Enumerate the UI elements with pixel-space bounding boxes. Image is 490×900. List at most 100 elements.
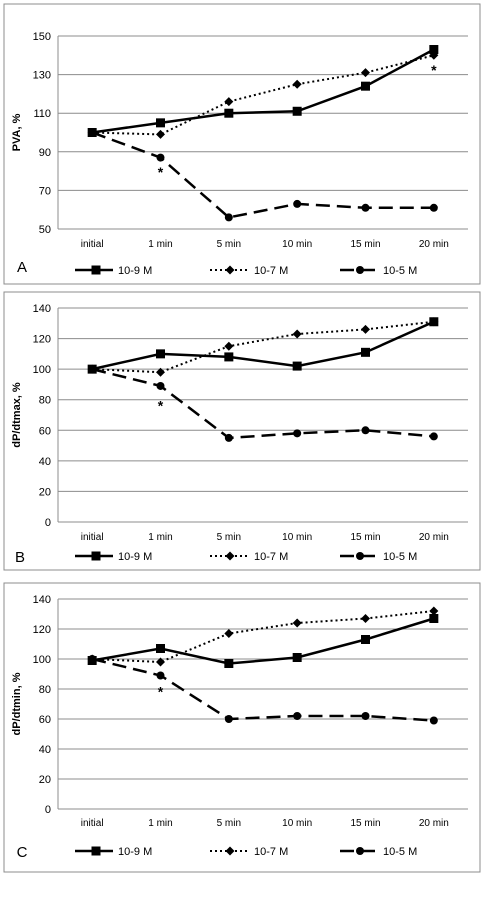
legend-marker — [225, 846, 235, 856]
x-tick-label: initial — [81, 239, 104, 250]
series-line — [91, 131, 434, 219]
data-point — [292, 361, 302, 371]
x-tick-label: 20 min — [419, 818, 449, 829]
legend-marker — [91, 846, 101, 856]
legend-marker — [225, 265, 235, 275]
legend-label: 10-9 M — [118, 846, 152, 858]
series-line — [91, 657, 434, 722]
chart-panel-A: 50 70 90 110 130 150 PVA, % initial 1 min 5 min 10… — [3, 3, 481, 285]
data-point — [224, 108, 234, 118]
data-point — [88, 365, 97, 374]
x-tick-label: 15 min — [350, 532, 380, 543]
data-point — [224, 213, 233, 222]
y-tick-label: 20 — [39, 486, 51, 498]
panel-label: C — [17, 844, 28, 861]
data-point — [224, 659, 234, 668]
chart-panel-B: 0 20 40 60 80 100 120 140 dP/dtmax, % initial 1 mi… — [3, 291, 481, 571]
y-tick-label: 60 — [39, 714, 51, 726]
legend-marker — [356, 266, 364, 274]
data-point — [88, 655, 97, 663]
legend-label: 10-9 M — [118, 551, 152, 563]
legend-label: 10-5 M — [383, 551, 417, 563]
y-tick-label: 110 — [33, 108, 51, 120]
data-point — [361, 324, 370, 334]
series-line — [92, 320, 434, 374]
data-point — [429, 606, 439, 616]
data-point — [361, 426, 370, 435]
legend: 10-9 M 10-7 M 10-5 M — [75, 551, 417, 563]
data-point — [292, 653, 302, 662]
data-point — [156, 153, 165, 162]
data-point — [88, 128, 97, 137]
legend: 10-9 M 10-7 M 10-5 M — [75, 846, 417, 858]
data-point — [361, 203, 370, 212]
data-point — [156, 118, 165, 128]
data-point — [429, 45, 439, 55]
series-line — [91, 48, 435, 134]
y-tick-label: 140 — [33, 303, 51, 315]
y-axis-title: dP/dtmin, % — [11, 672, 23, 735]
legend-label: 10-5 M — [383, 846, 417, 858]
data-point — [361, 614, 370, 623]
x-tick-label: 20 min — [419, 532, 449, 543]
data-point — [293, 199, 302, 208]
data-point — [293, 429, 302, 438]
panel-frame — [3, 3, 481, 285]
y-tick-label: 80 — [39, 395, 51, 407]
data-point — [156, 129, 165, 139]
y-axis-title: dP/dtmax, % — [11, 382, 23, 448]
data-point — [156, 349, 165, 359]
data-point — [429, 614, 439, 623]
legend: 10-9 M 10-7 M 10-5 M — [75, 265, 417, 277]
legend-label: 10-7 M — [254, 551, 288, 563]
data-point — [293, 712, 302, 720]
x-tick-label: 5 min — [217, 532, 241, 543]
x-tick-label: 5 min — [217, 239, 241, 250]
series-line — [92, 610, 434, 664]
data-point — [429, 50, 439, 60]
data-point — [429, 203, 438, 212]
legend-marker — [91, 265, 101, 275]
data-point — [429, 317, 439, 327]
data-point — [156, 644, 165, 653]
series-3 — [88, 128, 438, 222]
data-point — [224, 433, 233, 442]
data-point — [156, 381, 165, 390]
data-point — [224, 715, 233, 723]
y-tick-label: 100 — [33, 364, 51, 376]
legend-label: 10-7 M — [254, 846, 288, 858]
y-tick-label: 120 — [33, 624, 51, 636]
y-tick-label: 60 — [39, 425, 51, 437]
y-tick-label: 140 — [33, 594, 51, 606]
data-point — [361, 347, 370, 357]
series-line — [91, 367, 434, 440]
y-tick-label: 20 — [39, 774, 51, 786]
data-point — [292, 329, 302, 339]
legend-marker — [356, 552, 364, 560]
data-point — [156, 367, 165, 377]
legend-label: 10-7 M — [254, 265, 288, 277]
y-tick-label: 80 — [39, 684, 51, 696]
data-point — [292, 79, 302, 89]
data-point — [156, 657, 165, 667]
series-3 — [88, 365, 438, 442]
series-line — [92, 54, 435, 136]
annotation: * — [158, 164, 164, 180]
y-tick-label: 120 — [33, 334, 51, 346]
x-tick-label: initial — [81, 818, 104, 829]
series-3 — [88, 655, 438, 725]
x-tick-label: 15 min — [350, 818, 380, 829]
legend-label: 10-9 M — [118, 265, 152, 277]
data-point — [224, 352, 234, 362]
x-tick-label: 5 min — [217, 818, 241, 829]
data-point — [292, 106, 302, 116]
y-tick-label: 100 — [33, 654, 51, 666]
y-tick-label: 150 — [33, 31, 51, 43]
legend-label: 10-5 M — [383, 265, 417, 277]
y-tick-label: 50 — [39, 224, 51, 236]
x-tick-label: 1 min — [148, 818, 172, 829]
data-point — [361, 68, 370, 78]
x-tick-label: 20 min — [419, 239, 449, 250]
